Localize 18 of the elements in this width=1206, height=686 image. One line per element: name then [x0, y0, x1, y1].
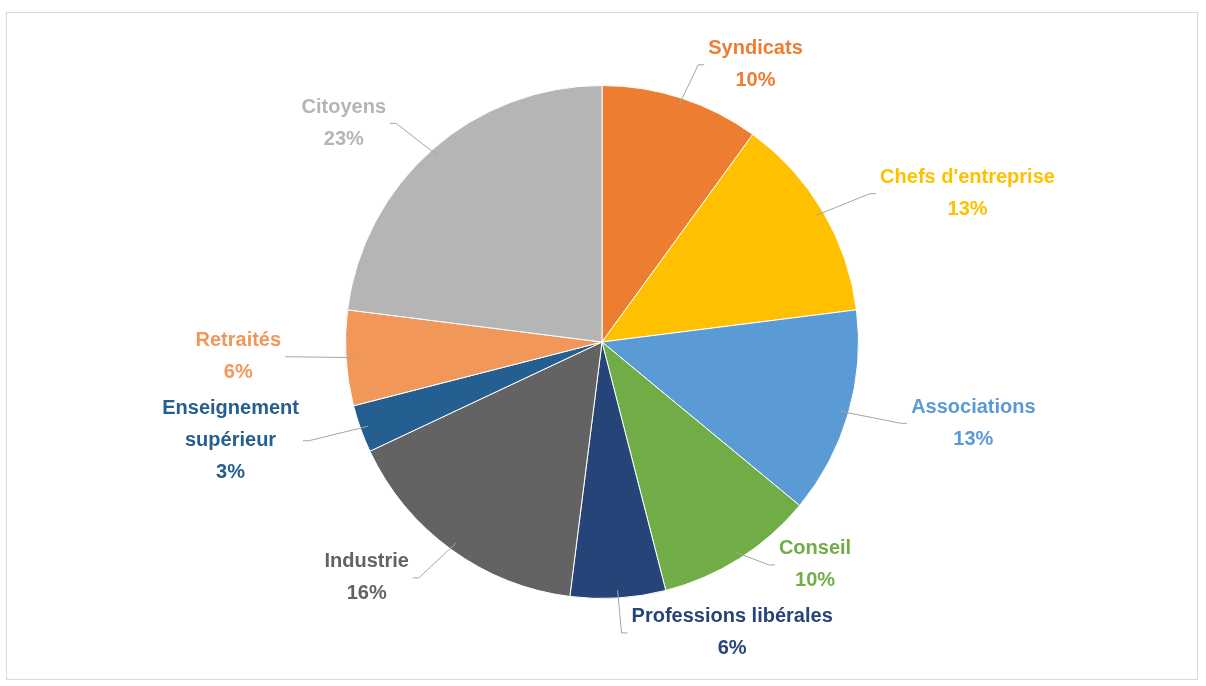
slice-label: Retraités — [195, 328, 282, 351]
data-label: 10% — [795, 568, 836, 591]
data-label: 3% — [216, 460, 246, 483]
slice-label: Citoyens — [301, 94, 386, 117]
slice-label: Chefs d'entreprise — [880, 165, 1055, 188]
slice-label: Syndicats — [708, 36, 803, 59]
data-label: 6% — [717, 636, 747, 659]
slice-label: Associations — [911, 394, 1036, 417]
slice-label: Industrie — [324, 549, 409, 572]
data-label: 23% — [323, 126, 364, 149]
data-label: 16% — [346, 581, 387, 604]
data-label: 10% — [735, 68, 776, 91]
data-label: 6% — [223, 360, 253, 383]
data-label: 13% — [953, 426, 994, 449]
slice-label: Professions libérales — [631, 604, 833, 627]
data-label: 13% — [947, 197, 988, 220]
slice-label: Conseil — [778, 536, 852, 559]
slice-label: Enseignement supérieur — [162, 396, 300, 451]
